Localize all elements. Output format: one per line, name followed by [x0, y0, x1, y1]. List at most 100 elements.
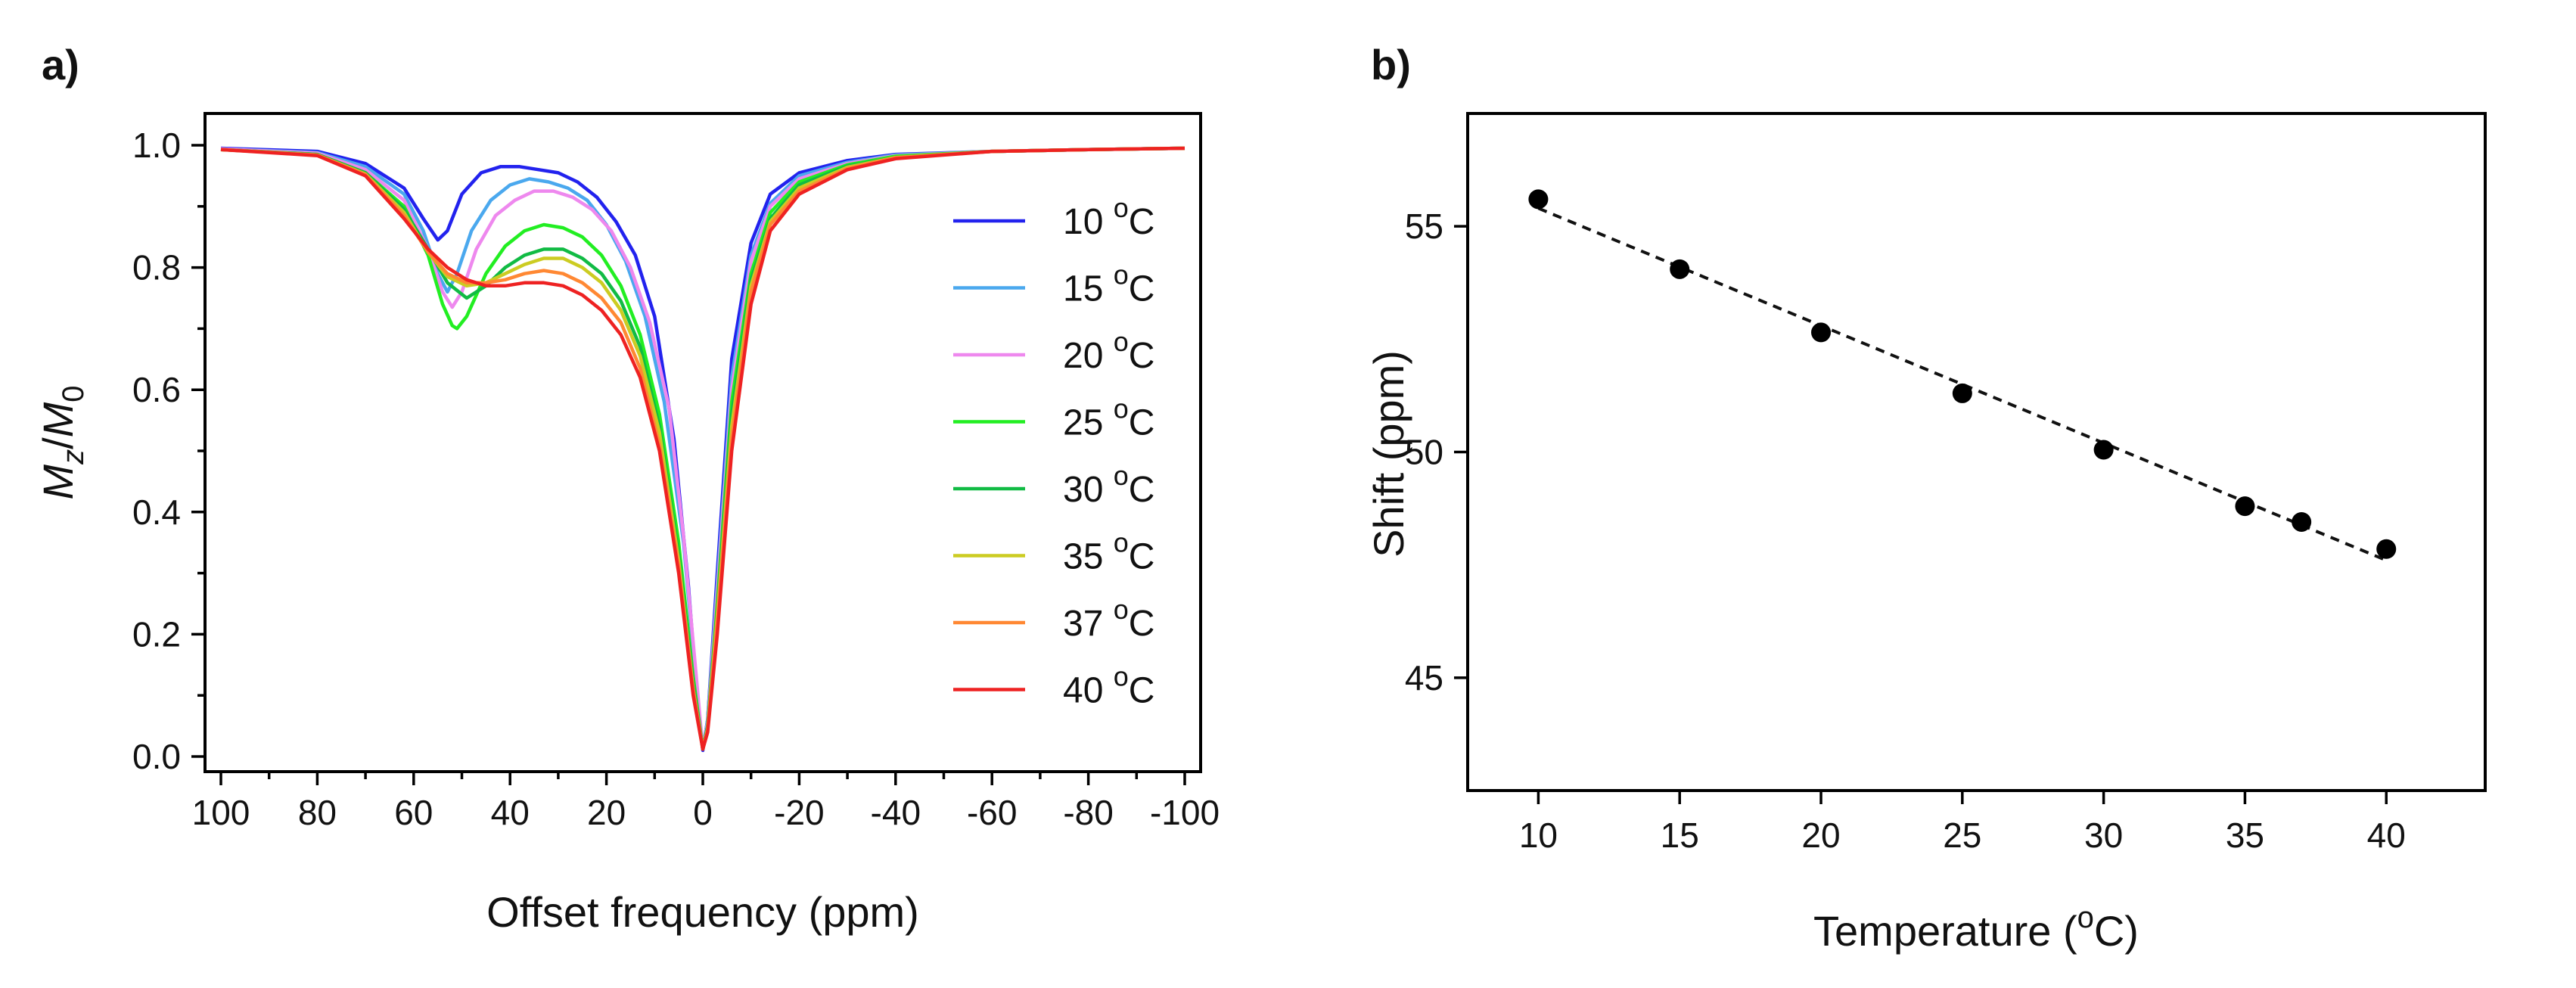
panel-a-x-axis: 100 80 60 40 20 0 -20 -40 -60 -80 -100 [192, 772, 1220, 832]
x-title-sup: o [2077, 901, 2094, 934]
y-title-m: M [34, 464, 82, 500]
x-title-unit: C) [2094, 907, 2139, 955]
legend-label-unit: C [1129, 269, 1155, 309]
x-tick-label: 80 [298, 793, 337, 832]
series-line-5 [220, 146, 1185, 751]
legend-label-number: 37 [1063, 604, 1114, 644]
data-point [1528, 189, 1549, 210]
series-line-7 [220, 146, 1185, 751]
data-point [2376, 539, 2397, 559]
legend-label: 20 oC [1063, 326, 1154, 376]
x-tick-label: -40 [871, 793, 921, 832]
legend-label: 15 oC [1063, 259, 1154, 309]
x-tick-label: -60 [967, 793, 1017, 832]
x-tick-label: 40 [2367, 816, 2406, 855]
y-tick-label: 0.6 [132, 370, 181, 409]
x-tick-label: 100 [192, 793, 250, 832]
panel-b-chart: 10 15 20 25 30 35 40 45 50 55 Temperature (oC) S… [1365, 112, 2487, 955]
data-point [2235, 496, 2255, 517]
panel-a-y-axis: 0.0 0.2 0.4 0.6 0.8 1.0 [132, 126, 205, 776]
legend-label-number: 25 [1063, 403, 1114, 443]
legend-label: 30 oC [1063, 460, 1154, 510]
y-title-slash: / [34, 437, 82, 449]
y-tick-label: 0.2 [132, 614, 181, 654]
data-point [1670, 259, 1690, 279]
x-tick-label: 60 [394, 793, 433, 832]
legend-label: 10 oC [1063, 192, 1154, 242]
y-title-sub-z: z [57, 449, 90, 465]
x-tick-label: 20 [587, 793, 626, 832]
legend-label-degree: o [1114, 259, 1129, 290]
legend-label-degree: o [1114, 192, 1129, 223]
x-tick-label: 15 [1661, 816, 1699, 855]
series-line-6 [220, 146, 1185, 751]
x-tick-label: 20 [1801, 816, 1840, 855]
y-tick-label: 50 [1405, 433, 1443, 472]
x-tick-label: -20 [774, 793, 824, 832]
legend-label-degree: o [1114, 326, 1129, 357]
y-tick-label: 55 [1405, 207, 1443, 246]
legend-label-unit: C [1129, 202, 1155, 242]
legend-label-degree: o [1114, 661, 1129, 692]
panel-a-y-title: Mz/M0 [34, 385, 90, 499]
legend-label-number: 40 [1063, 671, 1114, 711]
x-tick-label: -80 [1063, 793, 1113, 832]
legend-label-unit: C [1129, 336, 1155, 376]
panel-b-points-group [1528, 189, 2397, 559]
legend-label-number: 30 [1063, 470, 1114, 510]
series-line-0 [220, 146, 1185, 753]
series-line-2 [220, 146, 1185, 751]
legend-label-degree: o [1114, 460, 1129, 491]
data-point [1811, 322, 1832, 343]
y-tick-label: 0.4 [132, 492, 181, 532]
panel-a-chart: 100 80 60 40 20 0 -20 -40 -60 -80 -100 0.00.20.40.… [34, 112, 1220, 936]
y-tick-label: 0.0 [132, 737, 181, 776]
legend-label-number: 10 [1063, 202, 1114, 242]
legend-label: 40 oC [1063, 661, 1154, 711]
legend-label-number: 35 [1063, 537, 1114, 577]
legend-label-degree: o [1114, 393, 1129, 424]
x-tick-label: 0 [693, 793, 713, 832]
data-point [1952, 383, 1972, 403]
series-line-3 [220, 146, 1185, 751]
panel-a-series-group [220, 146, 1185, 753]
legend-label-number: 15 [1063, 269, 1114, 309]
panel-a-frame [204, 112, 1202, 773]
legend-label: 35 oC [1063, 527, 1154, 577]
legend-label-degree: o [1114, 594, 1129, 625]
x-tick-label: 25 [1943, 816, 1981, 855]
legend-label-unit: C [1129, 470, 1155, 510]
legend-label: 25 oC [1063, 393, 1154, 443]
panel-b-x-title: Temperature (oC) [1813, 901, 2139, 955]
legend-label-unit: C [1129, 403, 1155, 443]
y-tick-label: 1.0 [132, 126, 181, 165]
y-title-sub-0: 0 [57, 385, 90, 402]
y-tick-label: 0.8 [132, 248, 181, 287]
legend-label-number: 20 [1063, 336, 1114, 376]
x-tick-label: 30 [2084, 816, 2123, 855]
series-line-1 [220, 146, 1185, 751]
data-point [2292, 511, 2312, 532]
panel-b-x-axis: 10 15 20 25 30 35 40 [1519, 791, 2406, 855]
legend-label-degree: o [1114, 527, 1129, 558]
x-tick-label: 35 [2226, 816, 2264, 855]
panel-b-y-title: Shift (ppm) [1365, 350, 1412, 558]
legend-label-unit: C [1129, 604, 1155, 644]
panel-a-x-title: Offset frequency (ppm) [486, 888, 919, 936]
panel-b-y-axis: 45 50 55 [1405, 207, 1468, 698]
legend-label: 37 oC [1063, 594, 1154, 644]
panel-b-frame [1466, 112, 2487, 792]
y-tick-label: 45 [1405, 658, 1443, 698]
y-title-m0: M [34, 402, 82, 437]
data-point [2093, 440, 2114, 460]
x-title-main: Temperature ( [1813, 907, 2077, 955]
legend-label-unit: C [1129, 671, 1155, 711]
series-line-4 [220, 146, 1185, 751]
panel-a-label: a) [42, 41, 79, 89]
legend-label-unit: C [1129, 537, 1155, 577]
panel-b-label: b) [1371, 41, 1411, 89]
x-tick-label: -100 [1150, 793, 1220, 832]
x-tick-label: 10 [1519, 816, 1558, 855]
